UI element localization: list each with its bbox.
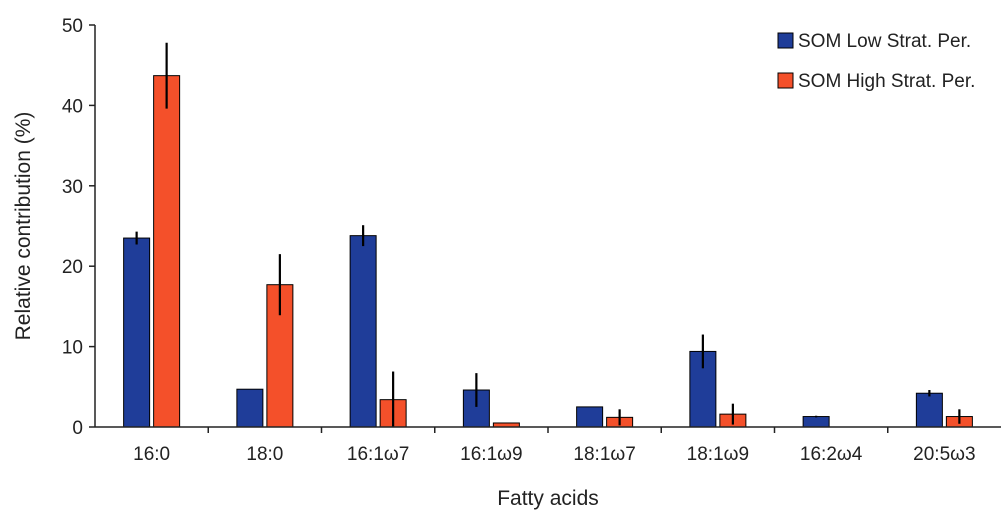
y-tick-label: 10 bbox=[62, 338, 83, 359]
plot-area bbox=[123, 42, 973, 428]
y-axis-ticks: 0 10 20 30 40 50 bbox=[62, 16, 95, 439]
y-axis-title: Relative contribution (%) bbox=[12, 112, 35, 341]
x-tick-label: 16:2ω4 bbox=[800, 444, 863, 465]
y-tick-label: 20 bbox=[62, 257, 83, 278]
bar-low-6 bbox=[802, 416, 830, 428]
y-tick-label: 0 bbox=[72, 418, 83, 439]
bar-low-4 bbox=[576, 406, 604, 428]
y-tick-label: 40 bbox=[62, 96, 83, 117]
y-tick-label: 50 bbox=[62, 16, 83, 37]
legend-label-low: SOM Low Strat. Per. bbox=[798, 31, 971, 52]
x-tick-label: 18:1ω9 bbox=[687, 444, 749, 465]
legend-swatch-low bbox=[777, 32, 794, 49]
x-tick-label: 16:0 bbox=[133, 444, 170, 465]
bar-high-0 bbox=[153, 75, 181, 428]
bar-low-2 bbox=[349, 235, 377, 428]
x-tick-label: 16:1ω9 bbox=[460, 444, 522, 465]
y-tick-label: 30 bbox=[62, 177, 83, 198]
x-axis-title: Fatty acids bbox=[497, 487, 599, 510]
x-axis-ticks: 16:0 18:0 16:1ω7 16:1ω9 18:1ω7 18:1ω9 16:2ω4 20… bbox=[133, 427, 976, 465]
legend-label-high: SOM High Strat. Per. bbox=[798, 71, 975, 92]
x-tick-label: 20:5ω3 bbox=[913, 444, 975, 465]
bar-low-7 bbox=[915, 392, 943, 428]
bar-low-0 bbox=[123, 237, 151, 428]
legend-swatch-high bbox=[777, 72, 794, 89]
x-tick-label: 16:1ω7 bbox=[347, 444, 409, 465]
bar-low-1 bbox=[236, 388, 264, 428]
x-tick-label: 18:0 bbox=[246, 444, 283, 465]
legend: SOM Low Strat. Per. SOM High Strat. Per. bbox=[777, 31, 975, 92]
x-tick-label: 18:1ω7 bbox=[573, 444, 635, 465]
